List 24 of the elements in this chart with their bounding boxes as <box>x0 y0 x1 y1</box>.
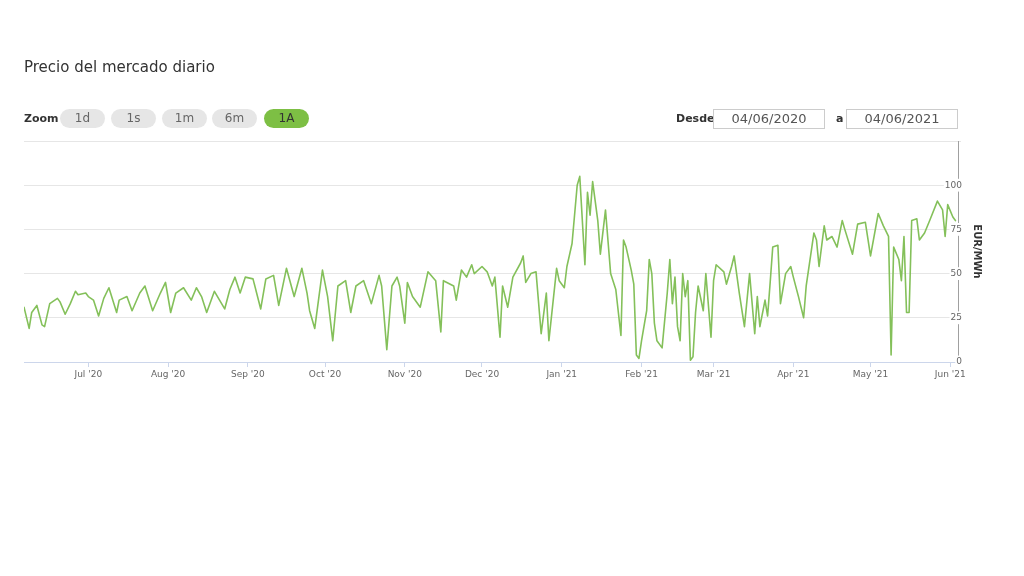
y-tick-label: 25 <box>950 312 962 323</box>
x-tick-label: Sep '20 <box>230 368 265 379</box>
text: Desde <box>676 112 715 125</box>
x-tick-label: Nov '20 <box>387 368 423 379</box>
y-tick-label: 0 <box>956 356 963 367</box>
text-field: 04/06/2021 <box>846 109 958 129</box>
y-tick-label: 100 <box>944 179 963 190</box>
x-tick-label: Apr '21 <box>777 368 810 379</box>
x-tick-label: Oct '20 <box>308 368 342 379</box>
x-tick-label: Jun '21 <box>933 368 966 379</box>
x-tick-label: Mar '21 <box>696 368 731 379</box>
x-tick-label: Dec '20 <box>464 368 500 379</box>
y-tick-label: 50 <box>950 267 963 278</box>
text: Zoom <box>24 112 59 125</box>
y-tick-label: 75 <box>950 223 962 234</box>
x-tick-label: Aug '20 <box>150 368 186 379</box>
x-tick-label: Feb '21 <box>625 368 658 379</box>
text-field: 04/06/2020 <box>713 109 825 129</box>
x-tick-label: Jan '21 <box>545 368 578 379</box>
x-tick-label: May '21 <box>852 368 889 379</box>
x-tick-label: Jul '20 <box>73 368 103 379</box>
chart-title: Precio del mercado diario <box>24 58 215 76</box>
y-axis-title: EUR/MWh <box>972 224 984 279</box>
text: a <box>836 112 844 125</box>
